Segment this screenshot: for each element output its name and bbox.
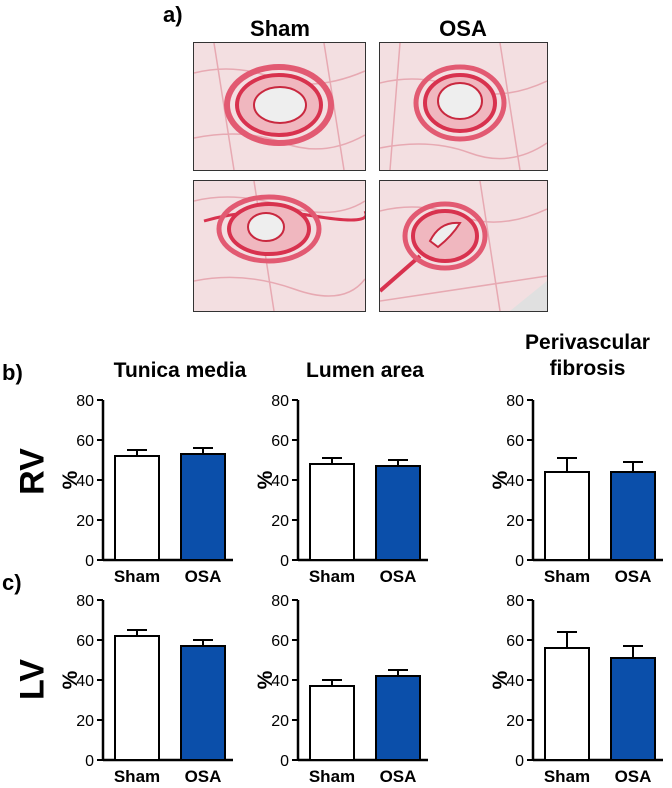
y-tick-label: 20 [271, 513, 289, 530]
micrograph-osa-top [379, 42, 548, 171]
y-tick-label: 60 [76, 633, 94, 650]
y-tick-label: 60 [271, 633, 289, 650]
y-tick-label: 20 [271, 713, 289, 730]
column-heading-sham: Sham [250, 16, 310, 41]
chart-rv-tunica-media: 0 20 40 60 80% Sham OSA [59, 393, 233, 586]
bar-osa [610, 657, 656, 761]
bar-osa [180, 453, 226, 561]
y-tick-label: 80 [506, 393, 524, 410]
x-tick-label-sham: Sham [544, 767, 590, 786]
chart-title-tunica-media: Tunica media [113, 359, 247, 382]
column-heading-osa: OSA [439, 16, 487, 41]
bar-osa [375, 675, 421, 761]
y-tick-label: 60 [76, 433, 94, 450]
bar-osa [180, 645, 226, 761]
x-tick-label-sham: Sham [114, 567, 160, 586]
y-axis-label: % [489, 670, 512, 689]
x-tick-label-sham: Sham [114, 767, 160, 786]
y-axis-label: % [489, 470, 512, 489]
y-tick-label: 20 [506, 513, 524, 530]
bar-sham [309, 463, 355, 561]
x-tick-label-osa: OSA [615, 567, 652, 586]
y-tick-label: 60 [506, 433, 524, 450]
chart-rv-lumen-area: 0 20 40 60 80% Sham OSA [254, 393, 428, 586]
chart-lv-perivascular-fibrosis: 0 20 40 60 80% Sham OSA [489, 593, 663, 786]
y-tick-label: 0 [515, 553, 524, 570]
chart-lv-tunica-media: 0 20 40 60 80% Sham OSA [59, 593, 233, 786]
x-tick-label-osa: OSA [615, 767, 652, 786]
y-axis-label: % [59, 470, 82, 489]
x-tick-label-sham: Sham [309, 767, 355, 786]
row-label-rv: RV [13, 448, 52, 495]
panel-a-label: a) [163, 2, 183, 27]
y-tick-label: 40 [506, 473, 524, 490]
chart-lv-lumen-area: 0 20 40 60 80% Sham OSA [254, 593, 428, 786]
y-axis-label: % [59, 670, 82, 689]
bar-sham [309, 685, 355, 761]
y-tick-label: 80 [506, 593, 524, 610]
chart-rv-perivascular-fibrosis: 0 20 40 60 80% Sham OSA [489, 393, 663, 586]
x-tick-label-sham: Sham [309, 567, 355, 586]
chart-title-lumen-area: Lumen area [306, 359, 424, 382]
micrograph-sham-top-image [194, 43, 365, 170]
y-axis-label: % [254, 470, 277, 489]
bar-osa [375, 465, 421, 561]
y-tick-label: 20 [76, 513, 94, 530]
y-tick-label: 80 [76, 393, 94, 410]
x-tick-label-osa: OSA [185, 767, 222, 786]
y-tick-label: 20 [76, 713, 94, 730]
panel-b-label: b) [2, 360, 23, 385]
x-tick-label-osa: OSA [185, 567, 222, 586]
micrograph-sham-top [193, 42, 366, 171]
bar-sham [114, 635, 160, 761]
y-tick-label: 60 [506, 633, 524, 650]
y-tick-label: 0 [85, 553, 94, 570]
y-axis-label: % [254, 670, 277, 689]
y-tick-label: 60 [271, 433, 289, 450]
panel-c-label: c) [2, 570, 22, 595]
y-tick-label: 40 [76, 673, 94, 690]
x-tick-label-osa: OSA [380, 567, 417, 586]
y-tick-label: 80 [271, 593, 289, 610]
y-tick-label: 80 [76, 593, 94, 610]
micrograph-osa-bottom-image [380, 181, 547, 311]
micrograph-osa-bottom [379, 180, 548, 312]
y-tick-label: 40 [271, 473, 289, 490]
bar-sham [114, 455, 160, 561]
x-tick-label-osa: OSA [380, 767, 417, 786]
y-tick-label: 0 [85, 753, 94, 770]
micrograph-osa-top-image [380, 43, 547, 170]
y-tick-label: 0 [280, 753, 289, 770]
y-tick-label: 40 [271, 673, 289, 690]
y-tick-label: 40 [76, 473, 94, 490]
chart-title-perivascular-fibrosis: Perivascular fibrosis [525, 331, 650, 380]
x-tick-label-sham: Sham [544, 567, 590, 586]
row-label-lv: LV [13, 659, 52, 700]
micrograph-sham-bottom-image [194, 181, 365, 311]
bar-osa [610, 471, 656, 561]
bar-sham [544, 471, 590, 561]
y-tick-label: 0 [515, 753, 524, 770]
y-tick-label: 40 [506, 673, 524, 690]
micrograph-sham-bottom [193, 180, 366, 312]
y-tick-label: 80 [271, 393, 289, 410]
y-tick-label: 20 [506, 713, 524, 730]
bar-sham [544, 647, 590, 761]
y-tick-label: 0 [280, 553, 289, 570]
